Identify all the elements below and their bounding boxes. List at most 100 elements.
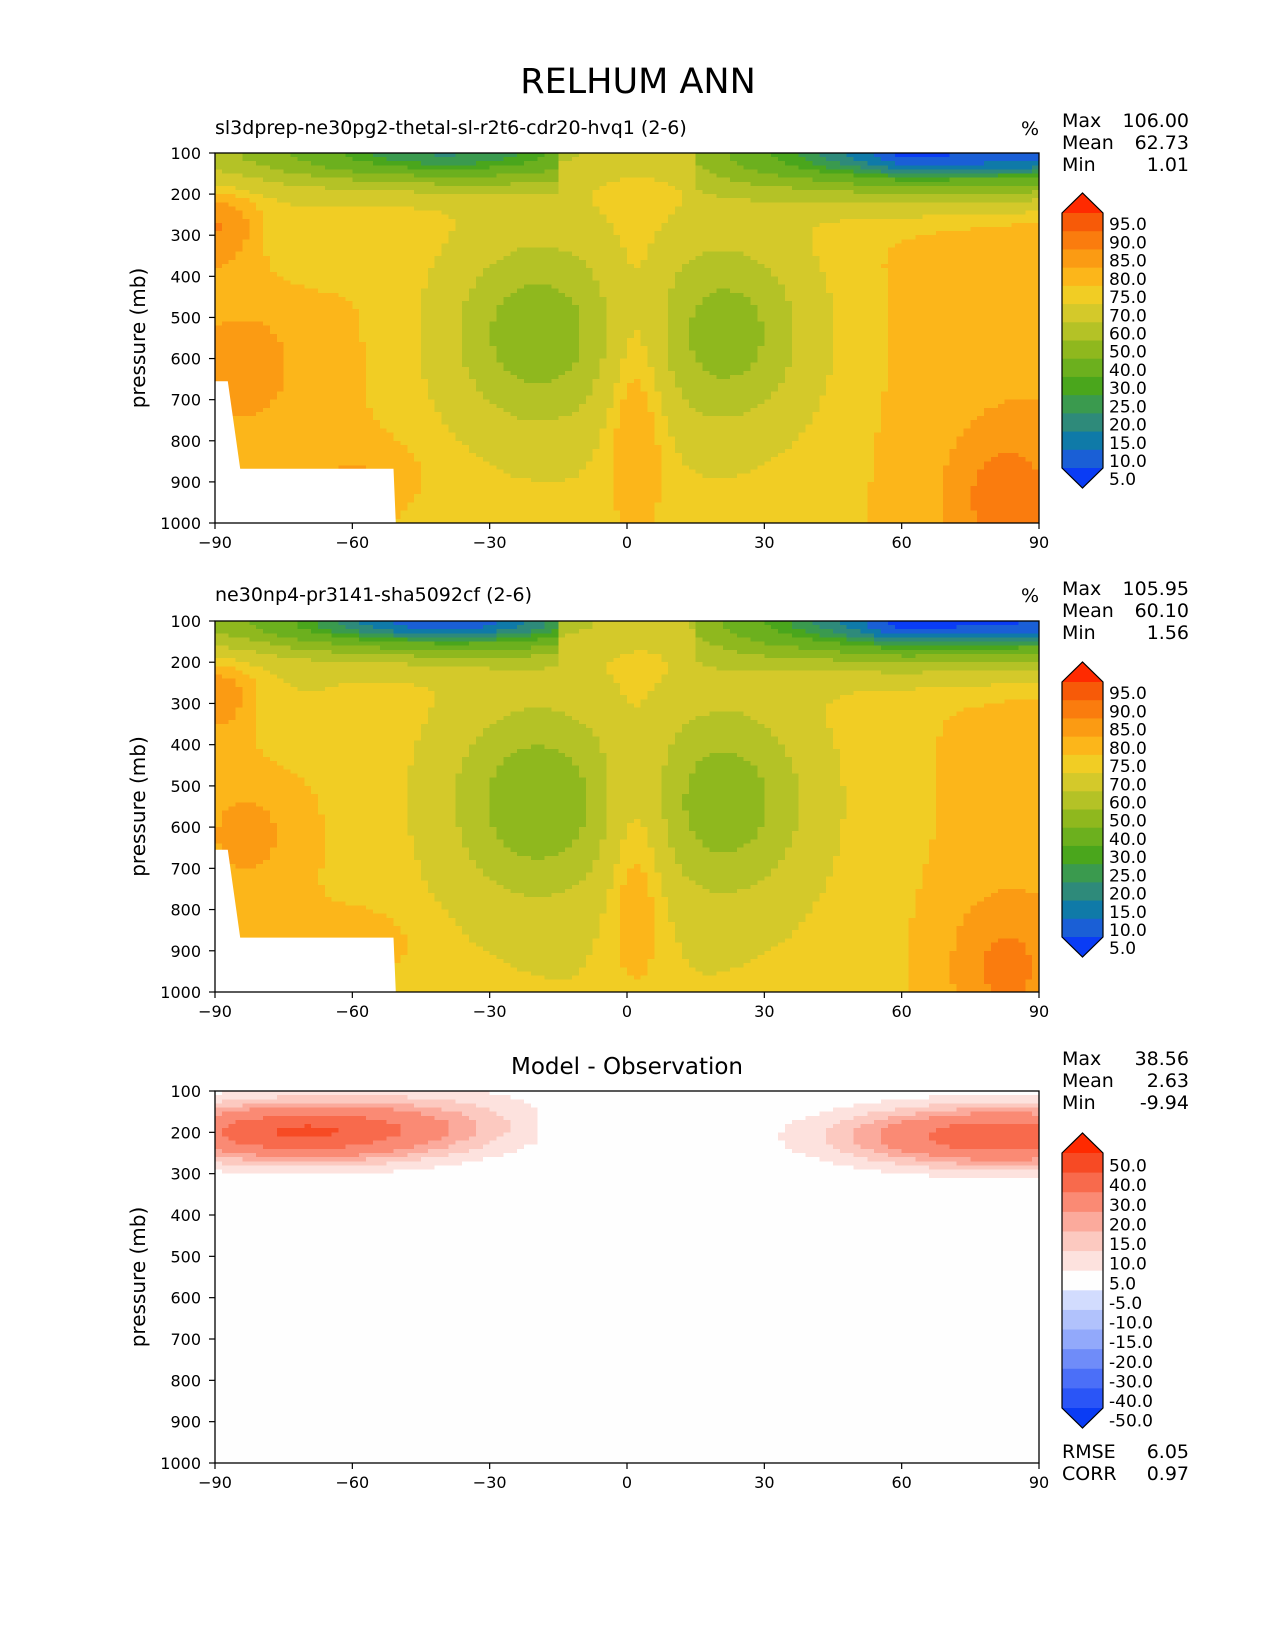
colorbar-label: 20.0 bbox=[1109, 416, 1147, 436]
y-axis-label: pressure (mb) bbox=[126, 268, 150, 409]
colorbar-label: -15.0 bbox=[1109, 1333, 1153, 1353]
colorbar-band bbox=[1062, 231, 1103, 250]
colorbar-label: 75.0 bbox=[1109, 757, 1147, 777]
stat-max-value: 105.95 bbox=[1123, 578, 1189, 600]
colorbar-label: 80.0 bbox=[1109, 739, 1147, 759]
colorbar-label: 75.0 bbox=[1109, 288, 1147, 308]
x-tick-label: 90 bbox=[1029, 1473, 1049, 1492]
y-tick-label: 400 bbox=[170, 1206, 201, 1225]
contour-field bbox=[215, 1091, 1040, 1464]
colorbar-label: 20.0 bbox=[1109, 885, 1147, 905]
x-tick-label: 0 bbox=[622, 1002, 632, 1021]
colorbar-label: 60.0 bbox=[1109, 325, 1147, 345]
colorbar-label: 10.0 bbox=[1109, 1255, 1147, 1275]
colorbar-band bbox=[1062, 882, 1103, 902]
colorbar-label: 70.0 bbox=[1109, 306, 1147, 326]
stat-mean-value: 60.10 bbox=[1135, 600, 1189, 622]
colorbar-band bbox=[1062, 285, 1103, 305]
stat-min-label: Min bbox=[1062, 1092, 1096, 1114]
x-tick-label: 0 bbox=[622, 533, 632, 552]
colorbar-label: 25.0 bbox=[1109, 397, 1147, 417]
colorbar-label: -40.0 bbox=[1109, 1392, 1153, 1412]
contour-field bbox=[215, 153, 1040, 524]
stat-mean-value: 2.63 bbox=[1147, 1070, 1189, 1092]
x-tick-label: −60 bbox=[335, 533, 369, 552]
colorbar-band bbox=[1062, 682, 1103, 701]
x-tick-label: −30 bbox=[473, 1002, 507, 1021]
colorbar: 50.040.030.020.015.010.05.0-5.0-10.0-15.… bbox=[1061, 1132, 1153, 1432]
colorbar-band bbox=[1062, 1290, 1103, 1311]
contour-field bbox=[215, 621, 1040, 993]
colorbar-label: 15.0 bbox=[1109, 434, 1147, 454]
colorbar-label: 20.0 bbox=[1109, 1215, 1147, 1235]
colorbar-band bbox=[1062, 718, 1103, 738]
colorbar-label: 25.0 bbox=[1109, 866, 1147, 886]
colorbar-band bbox=[1062, 395, 1103, 414]
y-tick-label: 1000 bbox=[160, 514, 201, 533]
colorbar-band bbox=[1062, 845, 1103, 865]
x-tick-label: −60 bbox=[335, 1473, 369, 1492]
y-tick-label: 500 bbox=[170, 1247, 201, 1266]
colorbar-label: -30.0 bbox=[1109, 1372, 1153, 1392]
x-tick-label: 90 bbox=[1029, 533, 1049, 552]
stat-min-value: -9.94 bbox=[1140, 1092, 1189, 1114]
y-tick-label: 300 bbox=[170, 1165, 201, 1184]
x-tick-label: 60 bbox=[891, 1002, 911, 1021]
x-tick-label: 30 bbox=[754, 1473, 774, 1492]
colorbar-label: 70.0 bbox=[1109, 775, 1147, 795]
colorbar-label: 50.0 bbox=[1109, 343, 1147, 363]
rmse-value: 6.05 bbox=[1147, 1441, 1189, 1463]
stat-max-value: 38.56 bbox=[1135, 1048, 1189, 1070]
x-tick-label: −30 bbox=[473, 1473, 507, 1492]
y-axis-label: pressure (mb) bbox=[126, 1207, 150, 1348]
colorbar-label: 80.0 bbox=[1109, 270, 1147, 290]
colorbar-band bbox=[1062, 376, 1103, 396]
colorbar-label: 40.0 bbox=[1109, 361, 1147, 381]
colorbar-band bbox=[1062, 791, 1103, 810]
colorbar-label: 10.0 bbox=[1109, 921, 1147, 941]
colorbar-band bbox=[1062, 1192, 1103, 1213]
x-tick-label: 0 bbox=[622, 1473, 632, 1492]
colorbar-label: 15.0 bbox=[1109, 903, 1147, 923]
colorbar-label: 40.0 bbox=[1109, 1176, 1147, 1196]
y-tick-label: 600 bbox=[170, 818, 201, 837]
colorbar-extend-max bbox=[1062, 662, 1103, 682]
y-tick-label: 400 bbox=[170, 736, 201, 755]
panel-title: Model - Observation bbox=[511, 1054, 743, 1080]
colorbar-outline bbox=[1061, 192, 1104, 489]
panel-title: ne30np4-pr3141-sha5092cf (2-6) bbox=[215, 584, 532, 606]
colorbar-band bbox=[1062, 1153, 1103, 1174]
colorbar-label: 30.0 bbox=[1109, 1196, 1147, 1216]
y-tick-label: 100 bbox=[170, 1082, 201, 1101]
y-tick-label: 900 bbox=[170, 473, 201, 492]
colorbar-band bbox=[1062, 1368, 1103, 1389]
stat-min-value: 1.01 bbox=[1147, 154, 1189, 176]
colorbar-band bbox=[1062, 249, 1103, 269]
y-tick-label: 300 bbox=[170, 694, 201, 713]
stat-mean-value: 62.73 bbox=[1135, 132, 1189, 154]
stat-max-label: Max bbox=[1062, 1048, 1101, 1070]
x-tick-label: −30 bbox=[473, 533, 507, 552]
colorbar-band bbox=[1062, 773, 1103, 792]
colorbar-label: 30.0 bbox=[1109, 848, 1147, 868]
colorbar-label: 30.0 bbox=[1109, 379, 1147, 399]
colorbar-band bbox=[1062, 827, 1103, 847]
stat-max-value: 106.00 bbox=[1123, 110, 1189, 132]
colorbar-band bbox=[1062, 1211, 1103, 1232]
colorbar-label: 5.0 bbox=[1109, 939, 1136, 959]
x-tick-label: −90 bbox=[198, 1002, 232, 1021]
stat-max-label: Max bbox=[1062, 578, 1101, 600]
colorbar-label: 95.0 bbox=[1109, 684, 1147, 704]
y-tick-label: 700 bbox=[170, 859, 201, 878]
colorbar-outline bbox=[1061, 1132, 1104, 1429]
colorbar-extend-min bbox=[1062, 468, 1103, 488]
y-tick-label: 200 bbox=[170, 185, 201, 204]
colorbar-band bbox=[1062, 1309, 1103, 1331]
panel-title: sl3dprep-ne30pg2-thetal-sl-r2t6-cdr20-hv… bbox=[215, 117, 687, 139]
colorbar-label: 40.0 bbox=[1109, 830, 1147, 850]
colorbar: 95.090.085.080.075.070.060.050.040.030.0… bbox=[1061, 661, 1147, 959]
colorbar-band bbox=[1062, 754, 1103, 774]
